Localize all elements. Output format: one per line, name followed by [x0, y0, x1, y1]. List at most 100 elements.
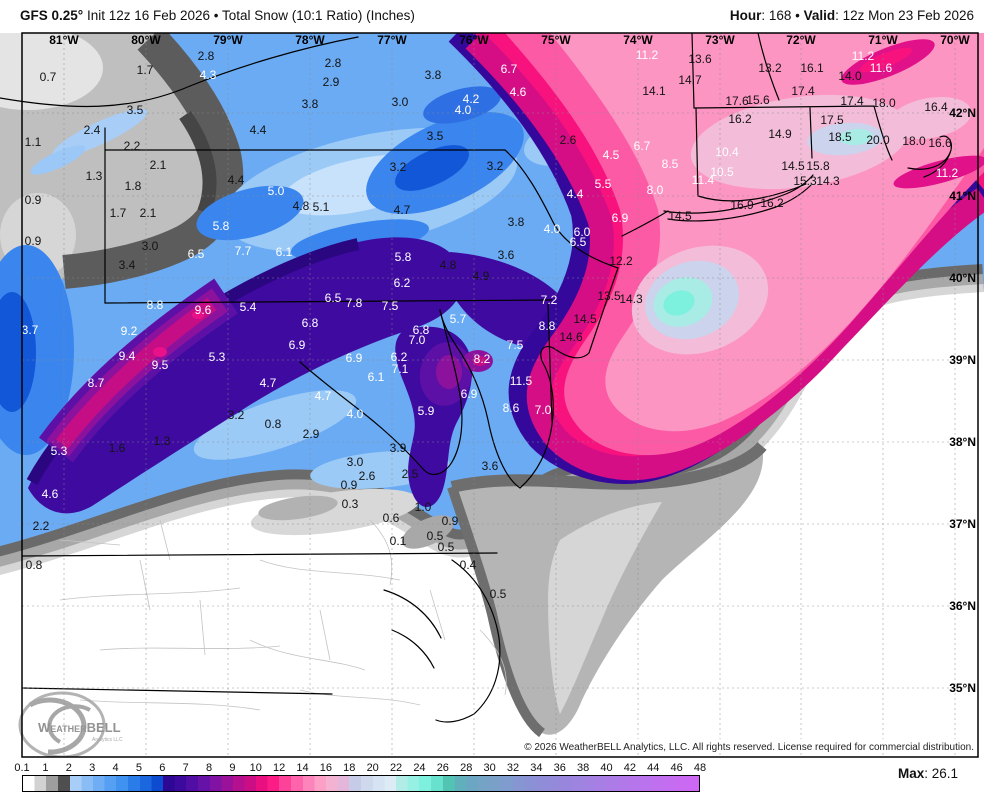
- longitude-label: 79°W: [213, 33, 243, 47]
- colorbar-tick: 6: [159, 762, 166, 774]
- snow-value-label: 2.4: [84, 123, 101, 137]
- snow-value-label: 5.1: [313, 200, 330, 214]
- map-title: GFS 0.25° Init 12z 16 Feb 2026 • Total S…: [0, 8, 415, 23]
- snow-value-label: 6.2: [394, 276, 411, 290]
- colorbar-tick: 40: [600, 762, 613, 774]
- hour-valid: Hour: 168 • Valid: 12z Mon 23 Feb 2026: [730, 8, 984, 23]
- snow-value-label: 5.7: [450, 312, 467, 326]
- colorbar-segment: [652, 776, 676, 791]
- snow-value-label: 17.6: [725, 94, 749, 108]
- snow-value-label: 1.6: [109, 441, 126, 455]
- snow-value-label: 6.7: [634, 139, 651, 153]
- snow-value-label: 2.1: [140, 206, 157, 220]
- snow-value-label: 11.6: [870, 61, 893, 75]
- colorbar-tick: 46: [670, 762, 683, 774]
- colorbar-segment: [209, 776, 233, 791]
- colorbar-tick: 7: [182, 762, 189, 774]
- colorbar-segment: [116, 776, 140, 791]
- snow-value-label: 2.8: [198, 49, 215, 63]
- snow-value-label: 0.9: [341, 478, 358, 492]
- colorbar: 0.1 1 2 3 4 5 6 7 8 9 10 12 14 16 18 20 22 24 26 28 30 32 34 36…: [14, 762, 706, 792]
- colorbar-segment: [582, 776, 606, 791]
- colorbar-segment: [279, 776, 303, 791]
- snow-value-label: 14.9: [768, 127, 792, 141]
- svg-text:WEATHERBELL: WEATHERBELL: [38, 720, 121, 735]
- snow-value-label: 6.8: [302, 316, 319, 330]
- colorbar-tick: 36: [553, 762, 566, 774]
- snow-value-label: 0.5: [438, 540, 455, 554]
- snow-value-label: 16.4: [924, 100, 948, 114]
- snow-value-label: 2.6: [560, 133, 577, 147]
- longitude-labels: 81°W 80°W 79°W 78°W 77°W 76°W 75°W 74°W 73°W 72°W…: [49, 33, 970, 47]
- snowfall-map: 0.7 1.7 2.8 2.8 2.9 3.8 3.8 3.0 4.3 2.4 3.5 2.2 4.4 1…: [0, 32, 984, 758]
- snow-value-label: 8.8: [539, 319, 556, 333]
- snow-value-label: 2.1: [150, 158, 167, 172]
- snow-value-label: 0.1: [390, 534, 407, 548]
- snow-value-label: 5.8: [395, 250, 412, 264]
- latitude-label: 36°N: [949, 599, 976, 613]
- snow-value-label: 12.2: [609, 254, 633, 268]
- longitude-label: 76°W: [459, 33, 489, 47]
- colorbar-segment: [512, 776, 536, 791]
- colorbar-tick: 26: [436, 762, 449, 774]
- snow-value-label: 4.5: [603, 148, 620, 162]
- snow-value-label: 14.1: [642, 84, 666, 98]
- max-label: Max: [898, 766, 925, 781]
- snow-value-label: 9.6: [195, 303, 212, 317]
- colorbar-segment: [232, 776, 257, 791]
- snow-value-label: 6.7: [501, 62, 518, 76]
- snow-value-label: 7.0: [535, 403, 552, 417]
- snow-value-label: 3.4: [119, 258, 136, 272]
- colorbar-tick: 8: [205, 762, 213, 774]
- snow-value-label: 3.0: [142, 239, 159, 253]
- snow-value-label: 4.4: [250, 123, 267, 137]
- snow-value-label: 3.2: [487, 159, 504, 173]
- sep: :: [761, 7, 769, 23]
- snow-value-label: 6.9: [461, 387, 478, 401]
- pink-swath: [448, 33, 984, 484]
- snow-value-label: 4.7: [315, 389, 332, 403]
- snow-value-label: 0.9: [25, 234, 42, 248]
- snow-value-label: 18.0: [902, 134, 926, 148]
- snow-value-label: 4.0: [544, 222, 561, 236]
- snow-value-label: 4.0: [347, 407, 364, 421]
- colorbar-segment: [349, 776, 373, 791]
- county-lines: [59, 519, 507, 711]
- longitude-label: 72°W: [786, 33, 816, 47]
- snow-value-label: 3.2: [228, 408, 245, 422]
- snow-value-label: 5.3: [209, 350, 226, 364]
- snow-value-label: 15.3: [793, 174, 817, 188]
- latitude-label: 40°N: [949, 271, 976, 285]
- snow-value-label: 4.7: [260, 376, 277, 390]
- colorbar-tick: 44: [647, 762, 660, 774]
- snow-value-label: 17.5: [820, 113, 844, 127]
- colorbar-segment: [69, 776, 93, 791]
- longitude-label: 75°W: [541, 33, 571, 47]
- snow-value-label: 8.6: [503, 401, 520, 415]
- snow-value-label: 3.0: [392, 95, 409, 109]
- snow-value-label: 8.5: [662, 157, 679, 171]
- snow-value-label: 9.5: [152, 358, 169, 372]
- snow-value-label: 9.4: [119, 349, 136, 363]
- colorbar-segment: [559, 776, 583, 791]
- colorbar-segment: [162, 776, 187, 791]
- longitude-label: 80°W: [131, 33, 161, 47]
- snow-value-label: 6.9: [346, 351, 363, 365]
- colorbar-segment: [139, 776, 163, 791]
- snow-value-label: 1.8: [125, 179, 142, 193]
- colorbar-tick: 14: [296, 762, 309, 774]
- snow-value-label: 1.1: [25, 135, 42, 149]
- snow-value-label: 14.7: [678, 73, 702, 87]
- snow-value-label: 4.0: [455, 103, 472, 117]
- colorbar-segment: [92, 776, 117, 791]
- sep: •: [791, 7, 804, 23]
- snow-value-label: 11.2: [852, 49, 875, 63]
- snow-value-label: 16.6: [928, 136, 952, 150]
- snow-value-label: 14.0: [838, 69, 862, 83]
- snow-value-label: 14.5: [781, 159, 805, 173]
- snow-value-label: 14.6: [559, 330, 583, 344]
- snow-value-label: 8.8: [147, 298, 164, 312]
- snow-value-label: 3.8: [425, 68, 442, 82]
- colorbar-tick: 3: [89, 762, 96, 774]
- snow-value-label: 6.2: [391, 350, 408, 364]
